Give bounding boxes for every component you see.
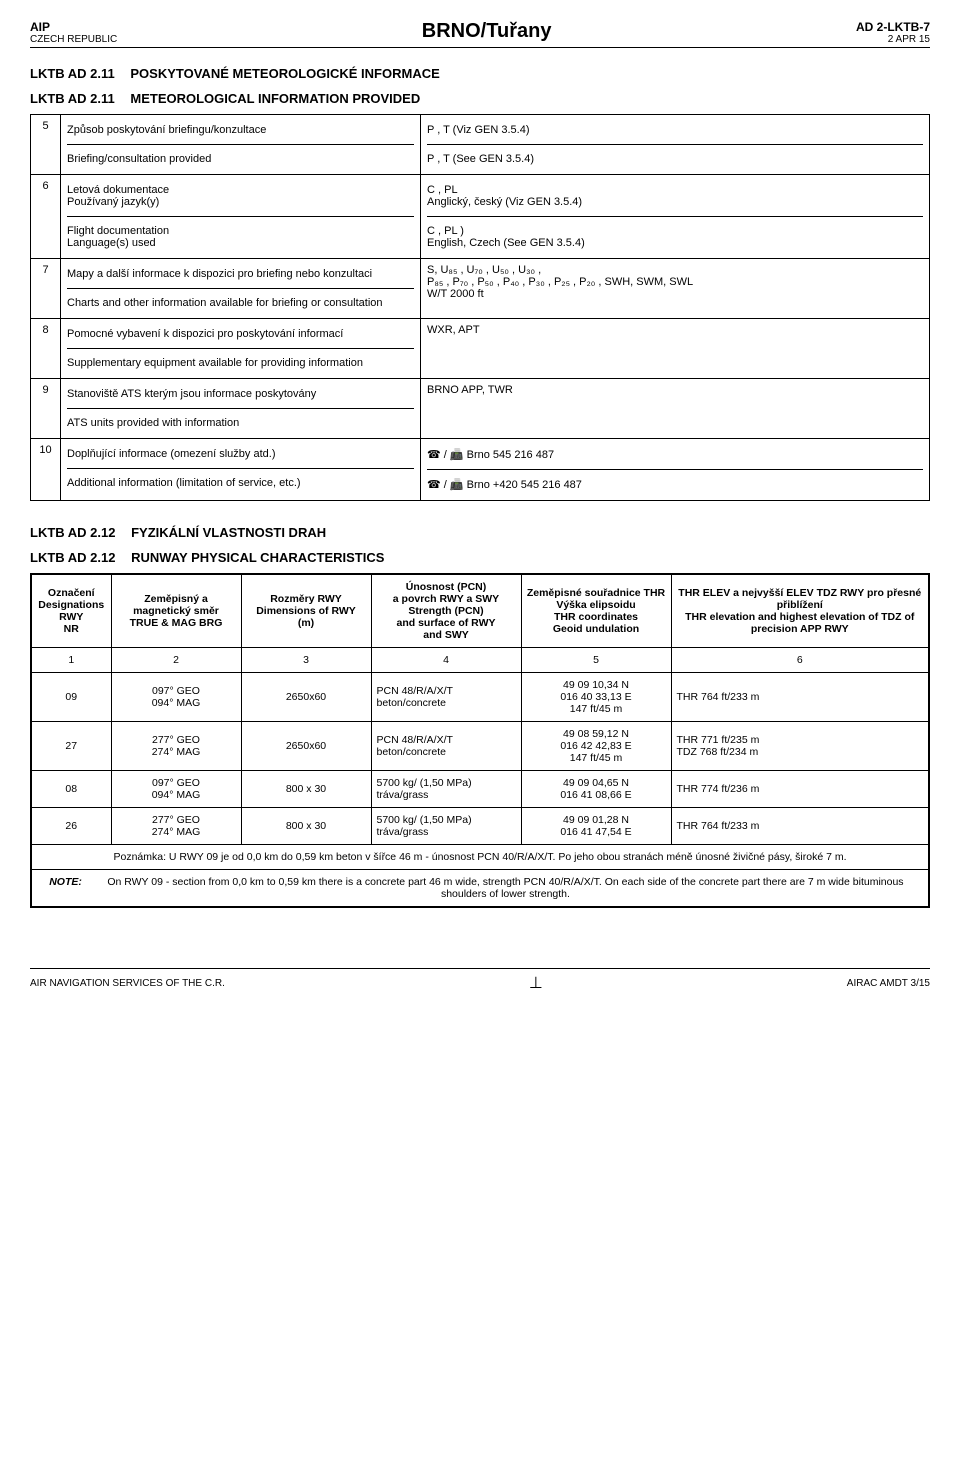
footer-right: AIRAC AMDT 3/15: [847, 978, 930, 989]
section-11-title: LKTB AD 2.11 POSKYTOVANÉ METEOROLOGICKÉ …: [30, 66, 930, 81]
page-footer: AIR NAVIGATION SERVICES OF THE C.R. ⊥ AI…: [30, 968, 930, 993]
section-11-code-cz: LKTB AD 2.11: [30, 66, 115, 81]
row-num: 8: [31, 319, 61, 379]
footer-logo-icon: ⊥: [529, 973, 543, 993]
col-header: Označení Designations RWY NR: [31, 574, 111, 648]
row-value: ☎ / 📠 Brno 545 216 487 ☎ / 📠 Brno +420 5…: [421, 439, 930, 501]
note-row-cz: Poznámka: U RWY 09 je od 0,0 km do 0,59 …: [31, 845, 929, 870]
row-num: 9: [31, 379, 61, 439]
note-en: NOTE: On RWY 09 - section from 0,0 km to…: [31, 870, 929, 908]
aip-label: AIP: [30, 20, 117, 34]
col-header: THR ELEV a nejvyšší ELEV TDZ RWY pro pře…: [671, 574, 929, 648]
runway-table: Označení Designations RWY NR Zeměpisný a…: [30, 573, 930, 908]
table-row: 26 277° GEO 274° MAG 800 x 30 5700 kg/ (…: [31, 808, 929, 845]
section-12-label-en: RUNWAY PHYSICAL CHARACTERISTICS: [131, 550, 384, 565]
row-num: 6: [31, 175, 61, 259]
row-num: 10: [31, 439, 61, 501]
table-row: 10 Doplňující informace (omezení služby …: [31, 439, 930, 501]
table-row: 09 097° GEO 094° MAG 2650x60 PCN 48/R/A/…: [31, 673, 929, 722]
section-12-code-en: LKTB AD 2.12: [30, 550, 115, 565]
doc-code: AD 2-LKTB-7: [856, 20, 930, 34]
section-11-code-en: LKTB AD 2.11: [30, 91, 115, 106]
row-num: 5: [31, 115, 61, 175]
section-11-label-cz: POSKYTOVANÉ METEOROLOGICKÉ INFORMACE: [130, 66, 439, 81]
table-row: 5 Způsob poskytování briefingu/konzultac…: [31, 115, 930, 175]
col-header: Únosnost (PCN) a povrch RWY a SWY Streng…: [371, 574, 521, 648]
row-value: BRNO APP, TWR: [421, 379, 930, 439]
note-row-en: NOTE: On RWY 09 - section from 0,0 km to…: [31, 870, 929, 908]
col-header: Zeměpisný a magnetický směr TRUE & MAG B…: [111, 574, 241, 648]
row-label: Letová dokumentace Používaný jazyk(y) Fl…: [61, 175, 421, 259]
section-11-label-en: METEOROLOGICAL INFORMATION PROVIDED: [130, 91, 420, 106]
col-header: Zeměpisné souřadnice THR Výška elipsoidu…: [521, 574, 671, 648]
col-header: Rozměry RWY Dimensions of RWY (m): [241, 574, 371, 648]
section-12-code-cz: LKTB AD 2.12: [30, 525, 115, 540]
row-label: Stanoviště ATS kterým jsou informace pos…: [61, 379, 421, 439]
page-header: AIP CZECH REPUBLIC BRNO/Tuřany AD 2-LKTB…: [30, 20, 930, 48]
table-header-row: Označení Designations RWY NR Zeměpisný a…: [31, 574, 929, 648]
row-label: Pomocné vybavení k dispozici pro poskyto…: [61, 319, 421, 379]
airport-title: BRNO/Tuřany: [117, 20, 856, 43]
table-row: 9 Stanoviště ATS kterým jsou informace p…: [31, 379, 930, 439]
row-value: WXR, APT: [421, 319, 930, 379]
header-right: AD 2-LKTB-7 2 APR 15: [856, 20, 930, 45]
table-numrow: 1 2 3 4 5 6: [31, 648, 929, 673]
header-left: AIP CZECH REPUBLIC: [30, 20, 117, 45]
section-12-title-en: LKTB AD 2.12 RUNWAY PHYSICAL CHARACTERIS…: [30, 550, 930, 565]
section-12-title: LKTB AD 2.12 FYZIKÁLNÍ VLASTNOSTI DRAH: [30, 525, 930, 540]
row-label: Doplňující informace (omezení služby atd…: [61, 439, 421, 501]
row-label: Způsob poskytování briefingu/konzultace …: [61, 115, 421, 175]
doc-date: 2 APR 15: [856, 34, 930, 45]
table-row: 8 Pomocné vybavení k dispozici pro posky…: [31, 319, 930, 379]
footer-left: AIR NAVIGATION SERVICES OF THE C.R.: [30, 978, 225, 989]
note-cz: Poznámka: U RWY 09 je od 0,0 km do 0,59 …: [31, 845, 929, 870]
table-row: 08 097° GEO 094° MAG 800 x 30 5700 kg/ (…: [31, 771, 929, 808]
table-row: 7 Mapy a další informace k dispozici pro…: [31, 259, 930, 319]
row-num: 7: [31, 259, 61, 319]
table-row: 6 Letová dokumentace Používaný jazyk(y) …: [31, 175, 930, 259]
row-value: P , T (Viz GEN 3.5.4) P , T (See GEN 3.5…: [421, 115, 930, 175]
country-label: CZECH REPUBLIC: [30, 34, 117, 45]
section-11-title-en: LKTB AD 2.11 METEOROLOGICAL INFORMATION …: [30, 91, 930, 106]
section-12-label-cz: FYZIKÁLNÍ VLASTNOSTI DRAH: [131, 525, 326, 540]
row-value: C , PL Anglický, český (Viz GEN 3.5.4) C…: [421, 175, 930, 259]
table-row: 27 277° GEO 274° MAG 2650x60 PCN 48/R/A/…: [31, 722, 929, 771]
row-value: S, U₈₅ , U₇₀ , U₅₀ , U₃₀ , P₈₅ , P₇₀ , P…: [421, 259, 930, 319]
met-info-table: 5 Způsob poskytování briefingu/konzultac…: [30, 114, 930, 501]
row-label: Mapy a další informace k dispozici pro b…: [61, 259, 421, 319]
